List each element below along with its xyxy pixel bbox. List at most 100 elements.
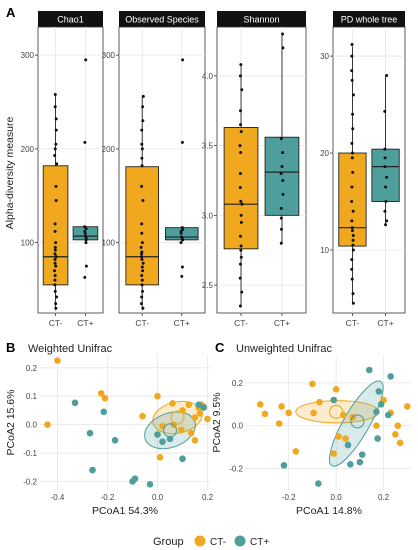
data-point (52, 269, 56, 273)
data-point (55, 162, 59, 166)
panel-c: C Unweighted Unifrac -0.2 0.0 0.2 -0.2 0.0 0.… (211, 340, 412, 517)
data-point (351, 248, 355, 252)
legend-label-ct-minus: CT- (210, 537, 226, 548)
y-tick-label: 100 (102, 239, 116, 248)
data-point (383, 209, 387, 213)
facet-strip-label: Shannon (243, 15, 279, 25)
data-point (53, 93, 57, 97)
facet-strip-label: PD whole tree (341, 15, 398, 25)
data-point (54, 264, 58, 268)
data-point (53, 105, 57, 109)
data-point (140, 128, 144, 132)
facet-chao1: Chao1 100 200 300 CT- CT+ (21, 11, 104, 328)
data-point-ct-plus (200, 404, 208, 411)
data-point-ct-plus (146, 481, 154, 488)
y-tick-label: 2.5 (202, 281, 214, 290)
data-point (83, 275, 87, 279)
data-point (140, 295, 144, 299)
data-point (53, 248, 57, 252)
y-tick-label: 100 (21, 239, 35, 248)
data-point (181, 58, 185, 62)
data-point (140, 147, 144, 151)
data-point-ct-minus (285, 409, 292, 417)
data-point (279, 216, 283, 220)
y-tick-label: 300 (21, 51, 35, 60)
x-tick-label: -0.2 (282, 493, 296, 502)
data-point-ct-minus (342, 435, 349, 442)
data-point (141, 105, 145, 109)
box-iqr (264, 136, 300, 216)
y-tick-label: 0.2 (26, 364, 38, 373)
x-tick-label: CT+ (174, 318, 190, 328)
data-point (240, 290, 244, 294)
legend-title: Group (153, 536, 184, 548)
data-point (140, 258, 144, 262)
x-tick-label: CT- (346, 318, 360, 328)
data-point (181, 238, 185, 242)
data-point-ct-plus (71, 399, 79, 407)
legend: Group CT- CT+ (153, 535, 269, 548)
data-point (179, 231, 183, 235)
centroid-ct-minus (170, 410, 185, 425)
data-point (350, 267, 354, 271)
data-point-ct-plus (373, 408, 380, 416)
weighted-unifrac-plot: -0.2 -0.1 0.0 0.1 0.2 -0.4 -0.2 0.0 0.2 PCoA1 54.… (5, 355, 214, 517)
data-point (140, 252, 144, 256)
data-point (350, 277, 354, 281)
x-tick-label: -0.4 (51, 493, 65, 502)
data-point-ct-minus (97, 390, 105, 397)
data-point-ct-plus (330, 396, 338, 404)
data-point-ct-minus (169, 400, 176, 407)
data-point (385, 175, 389, 179)
data-point (53, 278, 57, 282)
data-point (385, 73, 389, 77)
x-tick-label: CT- (234, 318, 248, 328)
data-point-ct-minus (204, 415, 211, 423)
data-point (279, 241, 283, 245)
data-point (140, 142, 144, 146)
facet-strip (119, 11, 205, 27)
data-point (238, 74, 242, 78)
data-point (350, 185, 354, 189)
data-point (350, 229, 354, 233)
data-point (238, 262, 242, 266)
x-tick-label: -0.2 (101, 493, 115, 502)
data-point (383, 156, 387, 160)
data-point (239, 151, 243, 155)
data-point (84, 241, 88, 245)
data-point (83, 140, 87, 144)
legend-key-ct-minus (194, 535, 206, 547)
centroid-ct-plus (350, 414, 365, 429)
data-point (351, 127, 355, 131)
data-point (350, 200, 354, 204)
data-point (239, 130, 243, 134)
data-point-ct-minus (396, 439, 404, 447)
box-ct-plus (264, 33, 300, 244)
data-point-ct-plus (100, 408, 108, 416)
data-point-ct-plus (280, 462, 288, 469)
data-point (140, 241, 144, 245)
data-point-ct-plus (344, 441, 352, 449)
data-point (180, 265, 184, 269)
facet-strip-label: Observed Species (125, 15, 199, 25)
data-point-ct-plus (315, 480, 322, 487)
data-point (53, 273, 57, 277)
data-point-ct-minus (44, 421, 51, 428)
data-point (279, 206, 283, 210)
data-point (140, 184, 144, 188)
x-tick-label: CT+ (77, 318, 93, 328)
y-tick-label: 3.5 (202, 142, 214, 151)
y-tick-label: 3.0 (202, 211, 214, 220)
data-point (239, 248, 243, 252)
data-point-ct-plus (129, 478, 136, 485)
centroid-ct-plus (162, 423, 178, 438)
data-point (351, 112, 355, 116)
data-point-ct-minus (330, 450, 338, 457)
panel-c-title: Unweighted Unifrac (236, 343, 332, 355)
data-point (140, 255, 144, 259)
y-tick-label: -0.2 (229, 465, 243, 474)
data-point (53, 229, 57, 233)
x-axis-label: PCoA1 54.3% (92, 505, 158, 517)
data-point (140, 222, 144, 226)
data-point (53, 289, 57, 293)
